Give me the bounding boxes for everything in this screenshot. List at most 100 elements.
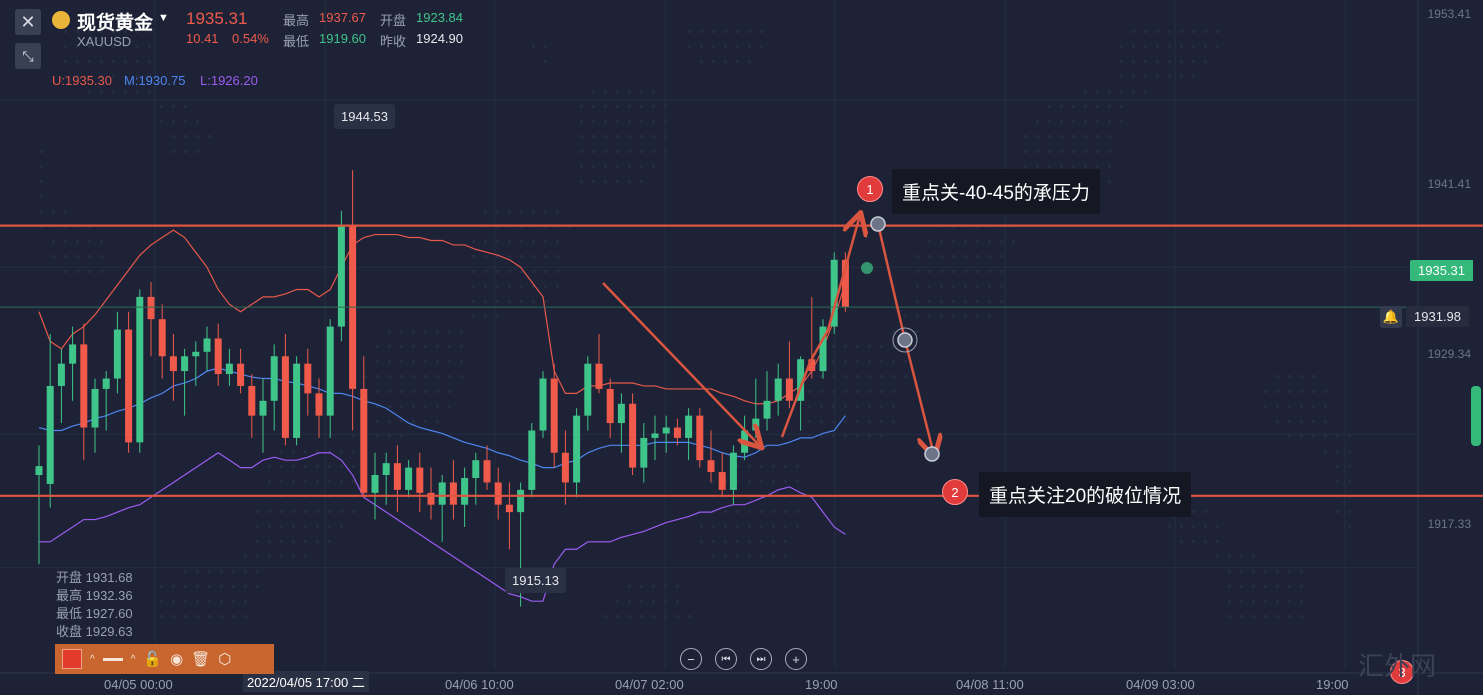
map-dot	[748, 60, 751, 63]
map-dot	[148, 30, 151, 33]
map-dot	[64, 210, 67, 213]
map-dot	[268, 555, 271, 558]
map-dot	[352, 510, 355, 513]
map-dot	[508, 210, 511, 213]
map-dot	[808, 435, 811, 438]
eye-icon[interactable]: ◉	[170, 651, 184, 668]
map-dot	[316, 450, 319, 453]
map-dot	[400, 435, 403, 438]
annotation-badge-1[interactable]: 1	[857, 176, 883, 202]
chevron-up-icon[interactable]: ^	[90, 653, 95, 665]
map-dot	[640, 90, 643, 93]
map-dot	[556, 270, 559, 273]
map-dot	[640, 105, 643, 108]
map-dot	[1240, 615, 1243, 618]
map-dot	[664, 120, 667, 123]
map-dot	[976, 255, 979, 258]
zoom-out-button[interactable]: −	[680, 648, 702, 670]
annotation-badge-2[interactable]: 2	[942, 479, 968, 505]
map-dot	[1192, 30, 1195, 33]
map-dot	[724, 45, 727, 48]
map-dot	[1060, 105, 1063, 108]
map-dot	[1108, 150, 1111, 153]
map-dot	[988, 315, 991, 318]
map-dot	[532, 210, 535, 213]
map-dot	[652, 150, 655, 153]
annotation-support[interactable]: 重点关注20的破位情况	[979, 472, 1192, 517]
map-dot	[280, 450, 283, 453]
map-dot	[76, 270, 79, 273]
color-swatch-icon[interactable]	[62, 649, 82, 669]
map-dot	[1012, 240, 1015, 243]
map-dot	[652, 585, 655, 588]
map-dot	[964, 270, 967, 273]
map-dot	[244, 555, 247, 558]
bollinger-middle-line	[38, 367, 846, 469]
map-dot	[532, 45, 535, 48]
map-dot	[1072, 150, 1075, 153]
map-dot	[1168, 525, 1171, 528]
zoom-in-button[interactable]: +	[785, 648, 807, 670]
y-axis-label: 1953.41	[1427, 7, 1471, 21]
open-label: 开盘	[380, 13, 407, 28]
map-dot	[760, 465, 763, 468]
map-dot	[1264, 615, 1267, 618]
map-dot	[1348, 465, 1351, 468]
map-dot	[280, 480, 283, 483]
caret-down-icon[interactable]: ▼	[158, 12, 169, 24]
annotation-badge-3[interactable]: 3	[1390, 660, 1414, 684]
symbol-name[interactable]: 现货黄金	[77, 13, 154, 34]
map-dot	[292, 480, 295, 483]
annotation-resistance[interactable]: 重点关-40-45的承压力	[892, 169, 1100, 214]
map-dot	[916, 315, 919, 318]
candle-body	[505, 504, 513, 513]
map-dot	[544, 60, 547, 63]
map-dot	[832, 420, 835, 423]
map-dot	[856, 420, 859, 423]
close-icon[interactable]: ✕	[15, 9, 41, 35]
map-dot	[1216, 30, 1219, 33]
map-dot	[196, 135, 199, 138]
map-dot	[748, 30, 751, 33]
scroll-handle[interactable]	[1471, 386, 1481, 446]
map-dot	[928, 315, 931, 318]
map-dot	[196, 570, 199, 573]
map-dot	[928, 255, 931, 258]
collapse-arrows-icon[interactable]: ⤡	[15, 43, 41, 69]
ohlc-high: 最高 1932.36	[56, 588, 133, 603]
map-dot	[1084, 90, 1087, 93]
map-dot	[940, 300, 943, 303]
line-style-icon[interactable]	[102, 657, 123, 661]
trash-icon[interactable]: 🗑	[191, 651, 211, 668]
map-dot	[760, 540, 763, 543]
map-dot	[472, 315, 475, 318]
candle-body	[91, 388, 99, 428]
lock-icon[interactable]: 🔓	[143, 651, 163, 668]
map-dot	[388, 435, 391, 438]
map-dot	[100, 90, 103, 93]
settings-icon[interactable]: ⬡	[218, 651, 232, 668]
map-dot	[388, 390, 391, 393]
drawing-toolbar: ^ ^ 🔓 ◉ 🗑 ⬡	[55, 644, 274, 674]
map-dot	[520, 255, 523, 258]
map-dot	[1276, 615, 1279, 618]
map-dot	[1048, 120, 1051, 123]
map-dot	[640, 585, 643, 588]
map-dot	[316, 465, 319, 468]
map-dot	[1060, 165, 1063, 168]
chevron-up-icon[interactable]: ^	[130, 653, 136, 665]
prev-close-label: 昨收	[380, 34, 407, 49]
alert-price-tag[interactable]: 1931.98	[1406, 306, 1469, 327]
map-dot	[1084, 150, 1087, 153]
map-dot	[388, 345, 391, 348]
prev-button[interactable]: ⏮	[715, 648, 737, 670]
bell-icon[interactable]: 🔔	[1380, 306, 1402, 328]
map-dot	[964, 240, 967, 243]
map-dot	[304, 510, 307, 513]
map-dot	[616, 135, 619, 138]
map-dot	[1156, 45, 1159, 48]
map-dot	[556, 285, 559, 288]
map-dot	[412, 360, 415, 363]
next-button[interactable]: ⏭	[750, 648, 772, 670]
